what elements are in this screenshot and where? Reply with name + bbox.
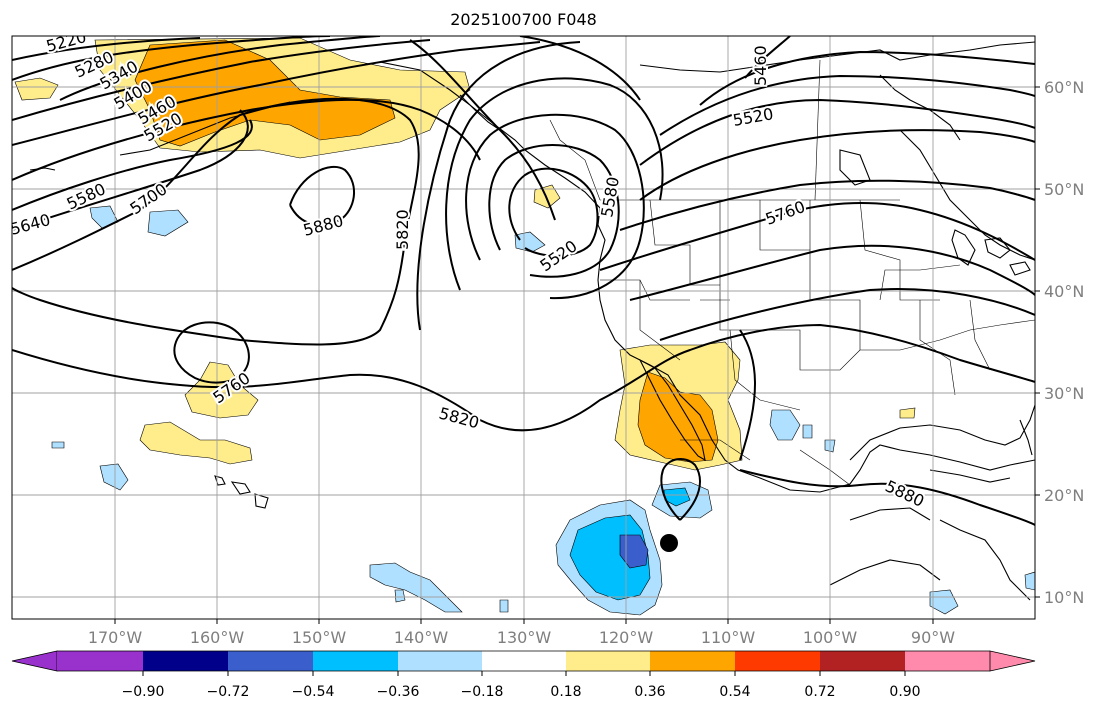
colorbar-tick-label: −0.18 [461, 684, 504, 700]
positive-anomaly-shading [14, 37, 916, 471]
lon-label: 140°W [394, 628, 449, 647]
colorbar-segment [820, 651, 905, 671]
latitude-axis: 60°N 50°N 40°N 30°N 20°N 10°N [1035, 78, 1084, 607]
graticule [12, 36, 1035, 619]
colorbar-segment [735, 651, 820, 671]
lon-label: 110°W [701, 628, 756, 647]
lon-label: 130°W [497, 628, 552, 647]
lon-label: 120°W [599, 628, 654, 647]
colorbar-tick-label: 0.36 [634, 684, 665, 700]
storm-position-marker [660, 534, 678, 552]
map-title: 2025100700 F048 [450, 10, 597, 29]
colorbar-segment [566, 651, 650, 671]
lat-label: 30°N [1044, 384, 1084, 403]
colorbar: −0.90 −0.72 −0.54 −0.36 −0.18 0.18 0.36 … [11, 650, 1036, 700]
colorbar-tick-label: 0.72 [804, 684, 835, 700]
colorbar-segment [905, 651, 990, 671]
lat-label: 60°N [1044, 78, 1084, 97]
contour-label: 5460 [751, 45, 770, 86]
colorbar-segment [143, 651, 228, 671]
colorbar-segment [313, 651, 398, 671]
colorbar-segment [398, 651, 482, 671]
longitude-axis: 170°W 160°W 150°W 140°W 130°W 120°W 110°… [88, 619, 955, 647]
colorbar-tick-label: −0.90 [122, 684, 165, 700]
lat-label: 40°N [1044, 282, 1084, 301]
lat-label: 20°N [1044, 486, 1084, 505]
colorbar-tick-label: −0.36 [377, 684, 420, 700]
contour-label: 5820 [393, 209, 412, 250]
lon-label: 160°W [190, 628, 245, 647]
colorbar-segment [989, 650, 1036, 672]
lon-label: 90°W [911, 628, 955, 647]
colorbar-tick-label: −0.54 [292, 684, 335, 700]
lat-label: 10°N [1044, 588, 1084, 607]
colorbar-segment [482, 651, 566, 671]
lon-label: 100°W [803, 628, 858, 647]
colorbar-segment [11, 650, 58, 672]
colorbar-segment [57, 651, 143, 671]
lon-label: 150°W [292, 628, 347, 647]
political-boundaries [549, 59, 1035, 486]
height-contours [12, 36, 1035, 526]
colorbar-segment [650, 651, 735, 671]
colorbar-tick-label: 0.54 [719, 684, 750, 700]
colorbar-segment [228, 651, 313, 671]
colorbar-tick-label: 0.90 [889, 684, 920, 700]
colorbar-tick-label: 0.18 [550, 684, 581, 700]
negative-anomaly-shading [51, 205, 1035, 616]
colorbar-tick-label: −0.72 [207, 684, 250, 700]
lat-label: 50°N [1044, 180, 1084, 199]
lon-label: 170°W [88, 628, 143, 647]
